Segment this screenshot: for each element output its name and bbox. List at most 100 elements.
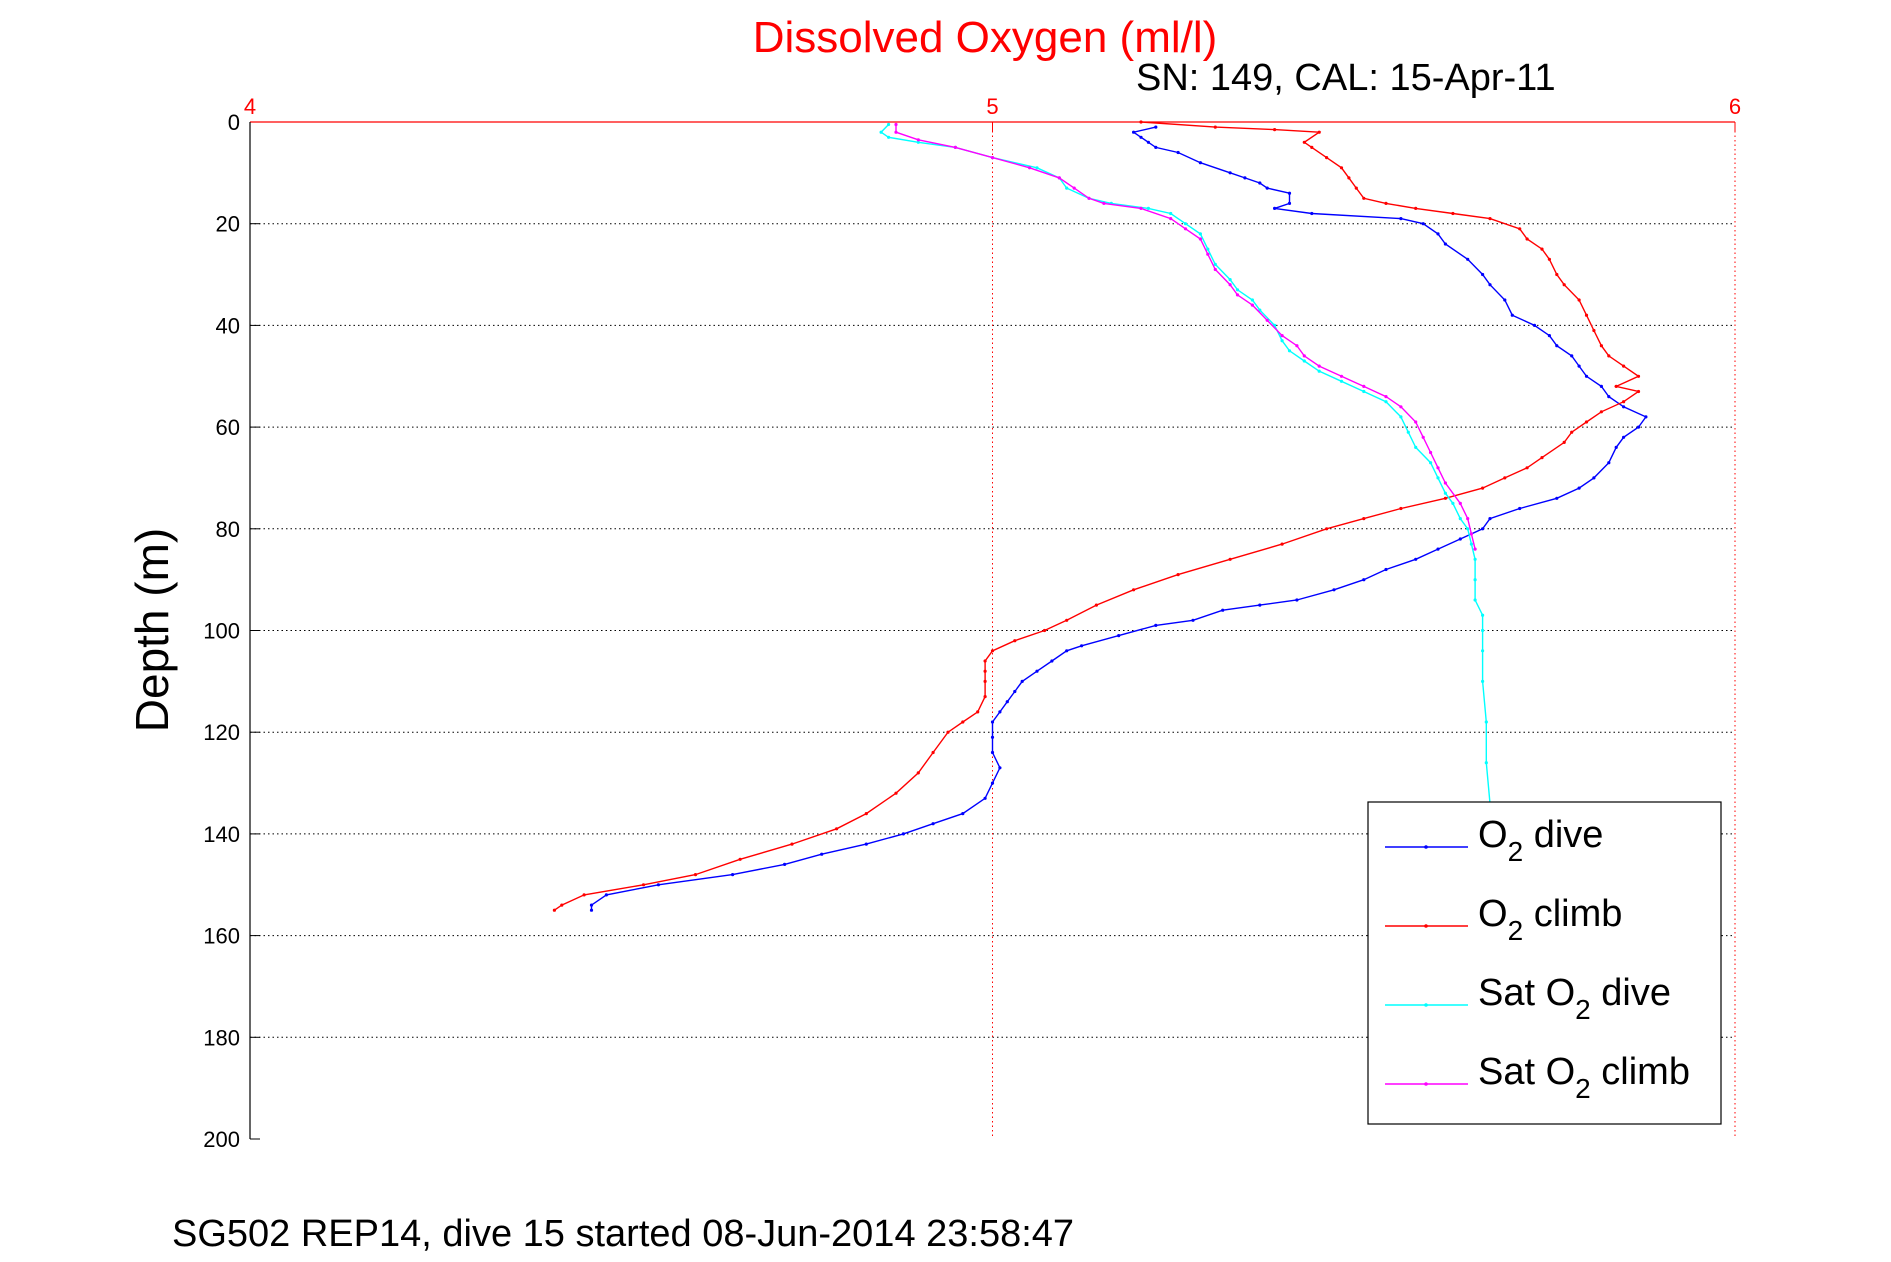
data-point: [1555, 344, 1559, 348]
data-point: [1570, 430, 1574, 434]
data-point: [1154, 125, 1158, 129]
data-point: [820, 852, 824, 856]
data-point: [1146, 206, 1150, 210]
data-point: [1169, 211, 1173, 216]
dive-info-footer: SG502 REP14, dive 15 started 08-Jun-2014…: [172, 1213, 1075, 1255]
data-point: [1146, 140, 1150, 144]
data-point: [916, 138, 920, 142]
data-point: [894, 791, 898, 795]
data-point: [879, 130, 883, 134]
data-point: [983, 669, 987, 673]
data-point: [1429, 461, 1433, 465]
data-point: [1362, 196, 1366, 200]
data-point: [1540, 456, 1544, 460]
data-point: [1436, 232, 1440, 236]
data-point: [1250, 298, 1254, 302]
data-point: [589, 903, 594, 907]
data-point: [1020, 679, 1024, 684]
data-point: [1584, 374, 1589, 378]
y-tick-label: 0: [228, 110, 240, 135]
data-point: [552, 908, 557, 912]
data-point: [1325, 527, 1329, 531]
data-point: [1414, 206, 1418, 210]
data-point: [1302, 140, 1306, 144]
data-point: [1451, 211, 1455, 216]
data-point: [1406, 430, 1410, 434]
data-point: [1636, 374, 1641, 378]
data-point: [1503, 298, 1507, 302]
data-point: [1280, 542, 1284, 546]
data-point: [1013, 689, 1017, 694]
x-tick-label: 6: [1729, 94, 1741, 119]
data-point: [1228, 557, 1232, 561]
data-point: [1614, 445, 1618, 449]
data-point: [1592, 328, 1596, 333]
data-point: [1065, 618, 1069, 622]
data-point: [1213, 262, 1217, 266]
data-point: [1481, 613, 1485, 617]
data-point: [1473, 547, 1477, 551]
data-point: [1414, 445, 1418, 449]
data-point: [1050, 659, 1054, 663]
data-point: [1273, 128, 1277, 132]
data-point: [1458, 537, 1462, 541]
data-point: [983, 796, 987, 800]
data-point: [1384, 201, 1388, 205]
legend-swatch-marker: [1424, 1082, 1428, 1086]
data-point: [1599, 344, 1603, 348]
data-point: [887, 122, 891, 127]
y-tick-label: 100: [203, 619, 240, 644]
data-point: [1399, 217, 1403, 221]
data-point: [916, 771, 920, 775]
data-point: [1503, 476, 1507, 480]
x-tick-label: 5: [986, 94, 998, 119]
data-point: [1466, 517, 1470, 521]
data-point: [1362, 578, 1366, 582]
data-point: [1013, 639, 1017, 643]
data-point: [1555, 496, 1559, 500]
data-point: [990, 750, 995, 755]
legend-box: [1367, 801, 1722, 1125]
data-point: [1384, 395, 1388, 399]
data-point: [1042, 628, 1047, 633]
data-point: [1228, 278, 1232, 282]
data-point: [783, 862, 787, 867]
data-point: [1614, 384, 1618, 388]
data-point: [1235, 288, 1240, 292]
data-point: [1154, 145, 1158, 149]
data-point: [1198, 161, 1202, 165]
data-point: [1169, 217, 1173, 221]
data-point: [1339, 166, 1344, 170]
data-point: [1481, 679, 1485, 684]
legend: O2 dive O2 climb Sat O2 dive Sat O2 climb: [1367, 801, 1722, 1125]
y-tick-label: 140: [203, 822, 240, 847]
data-point: [1481, 628, 1485, 633]
data-point: [1035, 669, 1039, 673]
data-point: [1399, 405, 1403, 409]
data-point: [1384, 567, 1388, 572]
data-point: [931, 822, 935, 826]
data-point: [1362, 389, 1366, 394]
series-layer: [552, 120, 1648, 912]
legend-swatch-marker: [1424, 924, 1428, 928]
data-point: [1265, 318, 1269, 322]
data-point: [931, 750, 935, 755]
data-point: [1481, 486, 1485, 490]
data-point: [1473, 557, 1477, 561]
axes: 0 20 40 60 80 100 120 140 160 180 200 4 5 6: [203, 94, 1741, 1152]
data-point: [1577, 486, 1581, 490]
data-point: [1065, 186, 1069, 190]
y-tick-label: 40: [216, 313, 240, 338]
series-line-0: [590, 126, 1647, 911]
data-point: [604, 893, 609, 897]
data-point: [1481, 649, 1485, 653]
y-axis-label: Depth (m): [126, 528, 178, 732]
data-point: [1488, 217, 1492, 221]
data-point: [1176, 573, 1180, 577]
data-point: [990, 781, 995, 785]
data-point: [1473, 598, 1477, 602]
legend-swatch-marker: [1424, 1003, 1428, 1007]
data-point: [1339, 379, 1344, 383]
data-point: [693, 873, 698, 877]
data-point: [1414, 557, 1418, 561]
